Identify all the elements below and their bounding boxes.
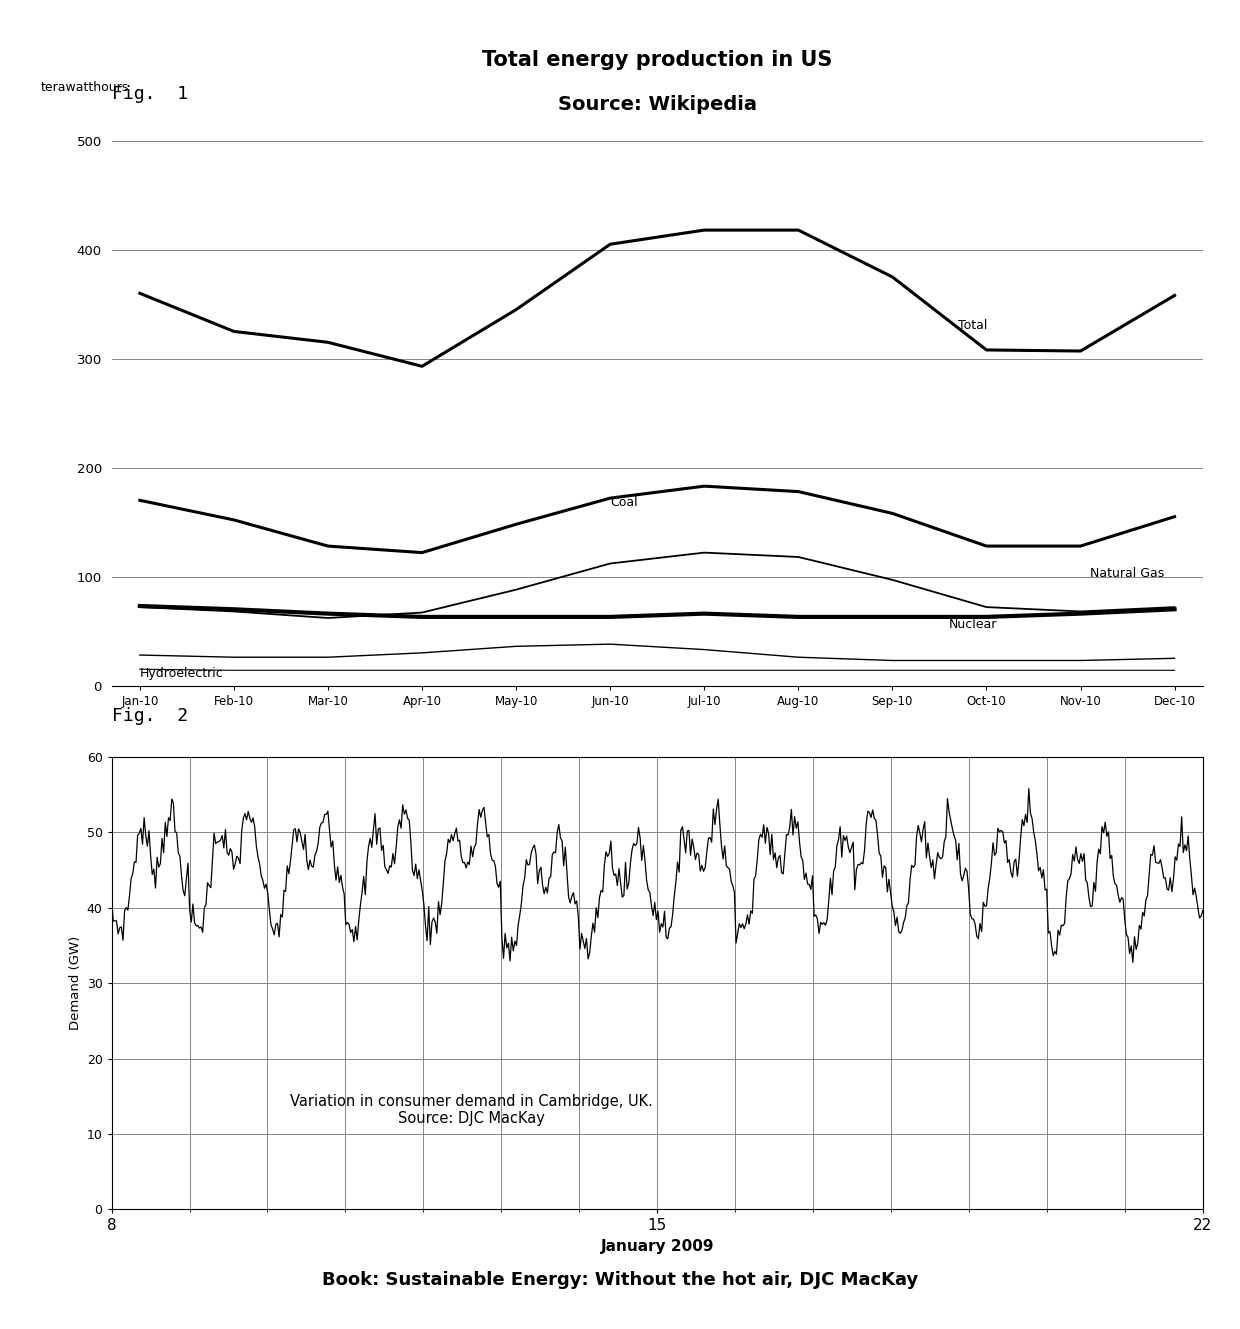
Y-axis label: Demand (GW): Demand (GW) (69, 936, 82, 1030)
X-axis label: January 2009: January 2009 (600, 1239, 714, 1255)
Text: Fig.  1: Fig. 1 (112, 85, 187, 104)
Text: Variation in consumer demand in Cambridge, UK.
Source: DJC MacKay: Variation in consumer demand in Cambridg… (290, 1094, 653, 1126)
Text: Book: Sustainable Energy: Without the hot air, DJC MacKay: Book: Sustainable Energy: Without the ho… (322, 1271, 918, 1289)
Text: Fig.  2: Fig. 2 (112, 707, 187, 726)
